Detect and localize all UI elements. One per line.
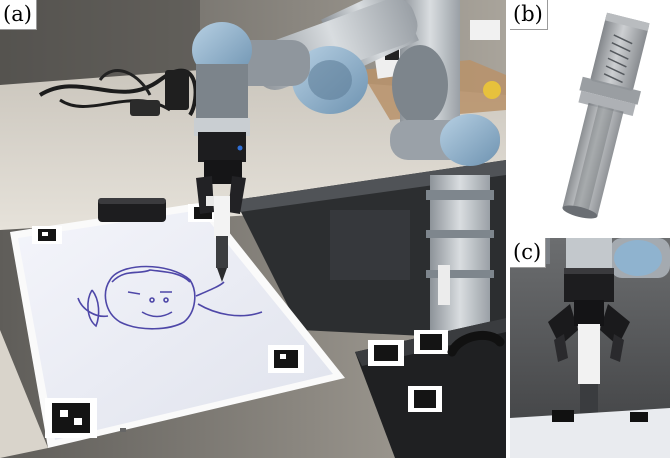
- panel-a: (a): [0, 0, 506, 458]
- photo-robot-drawing: [0, 0, 506, 458]
- panel-label-a: (a): [0, 0, 37, 30]
- panel-label-b: (b): [510, 0, 548, 30]
- panel-label-c: (c): [510, 238, 547, 268]
- panel-c: (c): [510, 238, 670, 458]
- photo-gripper-pen: [510, 238, 670, 458]
- drawn-face: [77, 265, 263, 330]
- render-pen-holder: [510, 0, 670, 234]
- panel-b: (b): [510, 0, 670, 234]
